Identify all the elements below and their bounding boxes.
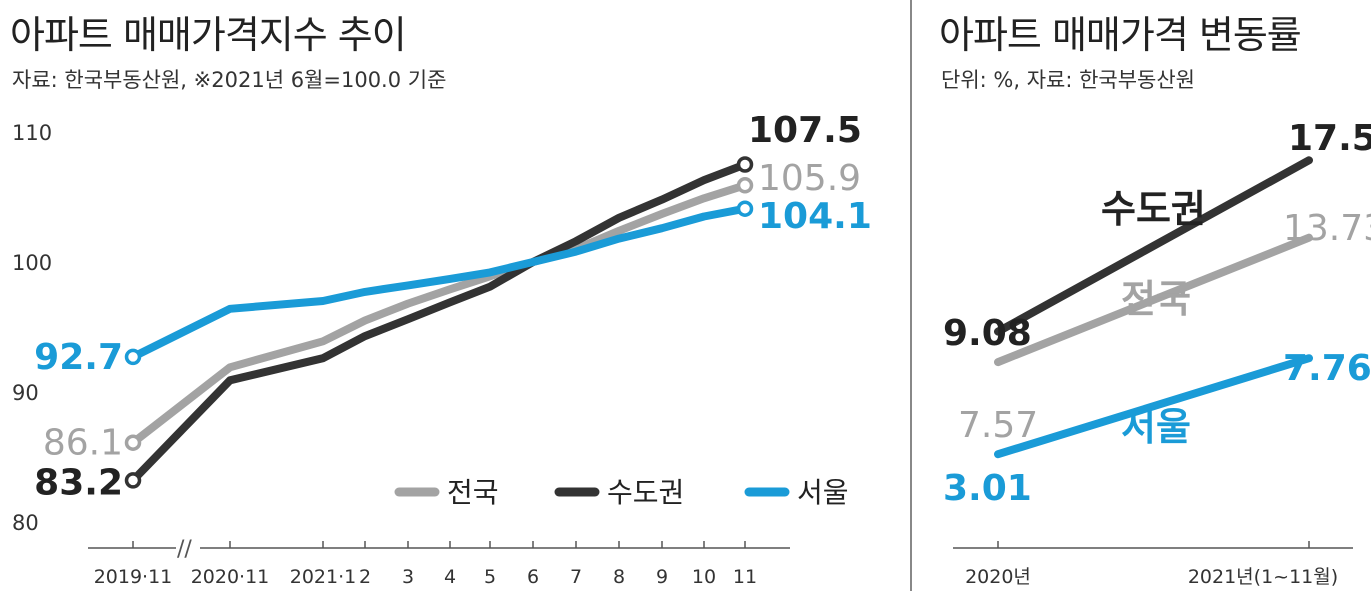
x-tick-label: 10 <box>692 566 716 588</box>
x-tick-label: 2019·11 <box>94 566 173 588</box>
end-value-label-capital: 107.5 <box>748 110 862 151</box>
data-point-end-seoul <box>736 200 754 217</box>
end-value-label-seoul: 104.1 <box>758 196 872 237</box>
x-tick-label: 6 <box>527 566 539 588</box>
x-tick-label: 3 <box>402 566 414 588</box>
end-value-label-national: 105.9 <box>758 158 861 199</box>
index-trend-chart: 110 100 90 80 // 2019·11 2020·11 2021·1 2 3 4 5 6 7… <box>12 110 872 588</box>
x-tick-label: 2021년(1~11월) <box>1188 566 1338 588</box>
y-tick-label: 110 <box>12 121 52 145</box>
x-tick-label: 2020·11 <box>191 566 270 588</box>
data-point-start-capital <box>124 472 142 489</box>
x-tick-label: 7 <box>570 566 582 588</box>
panel-divider <box>910 0 912 591</box>
left-chart-title: 아파트 매매가격지수 추이 <box>10 13 407 57</box>
start-value-label-seoul: 3.01 <box>943 468 1032 509</box>
x-tick-label: 9 <box>656 566 668 588</box>
x-tick-label: 4 <box>444 566 456 588</box>
data-point-start-seoul <box>124 348 142 366</box>
series-line-national <box>994 233 1313 367</box>
series-line-seoul <box>994 354 1313 459</box>
right-chart-subtitle: 단위: %, 자료: 한국부동산원 <box>941 68 1196 92</box>
data-point-start-national <box>124 434 142 451</box>
x-tick-label: 5 <box>484 566 496 588</box>
left-chart-subtitle: 자료: 한국부동산원, ※2021년 6월=100.0 기준 <box>12 68 447 92</box>
data-point-end-national <box>736 177 754 194</box>
series-name-label-national: 전국 <box>1121 277 1191 321</box>
start-value-label-capital: 9.08 <box>943 313 1032 354</box>
change-rate-panel: 아파트 매매가격 변동률 단위: %, 자료: 한국부동산원 2020년 2021… <box>913 0 1371 591</box>
y-tick-label: 100 <box>12 251 52 275</box>
end-value-label-seoul: 7.76 <box>1283 348 1371 389</box>
series-name-label-seoul: 서울 <box>1121 405 1191 449</box>
legend-label-seoul: 서울 <box>797 476 849 509</box>
end-value-label-national: 13.73 <box>1283 208 1371 249</box>
start-value-label-seoul: 92.7 <box>34 337 123 378</box>
legend-label-national: 전국 <box>447 476 499 509</box>
index-trend-panel: 아파트 매매가격지수 추이 자료: 한국부동산원, ※2021년 6월=100.… <box>10 13 872 588</box>
x-tick-label: 8 <box>613 566 625 588</box>
axis-break-mark: // <box>177 537 192 562</box>
x-tick-label: 2021·1 <box>290 566 356 588</box>
series-name-label-capital: 수도권 <box>1101 187 1206 231</box>
change-rate-chart: 2020년 2021년(1~11월) 9.08 17.56 수도권 7.57 13.73 전… <box>943 118 1371 588</box>
start-value-label-capital: 83.2 <box>34 462 123 503</box>
series-line-seoul <box>129 204 749 361</box>
x-tick-label: 2020년 <box>965 566 1031 588</box>
start-value-label-national: 7.57 <box>958 405 1038 446</box>
y-tick-label: 90 <box>12 381 39 405</box>
series-line-capital <box>994 156 1313 336</box>
right-chart-title: 아파트 매매가격 변동률 <box>939 13 1302 57</box>
x-tick-label: 11 <box>733 566 757 588</box>
end-value-label-capital: 17.56 <box>1288 118 1371 159</box>
data-point-end-capital <box>736 156 754 173</box>
legend-label-capital: 수도권 <box>607 476 684 509</box>
x-tick-label: 2 <box>359 566 371 588</box>
y-tick-label: 80 <box>12 511 39 535</box>
start-value-label-national: 86.1 <box>43 423 123 464</box>
series-line-capital <box>129 160 749 485</box>
